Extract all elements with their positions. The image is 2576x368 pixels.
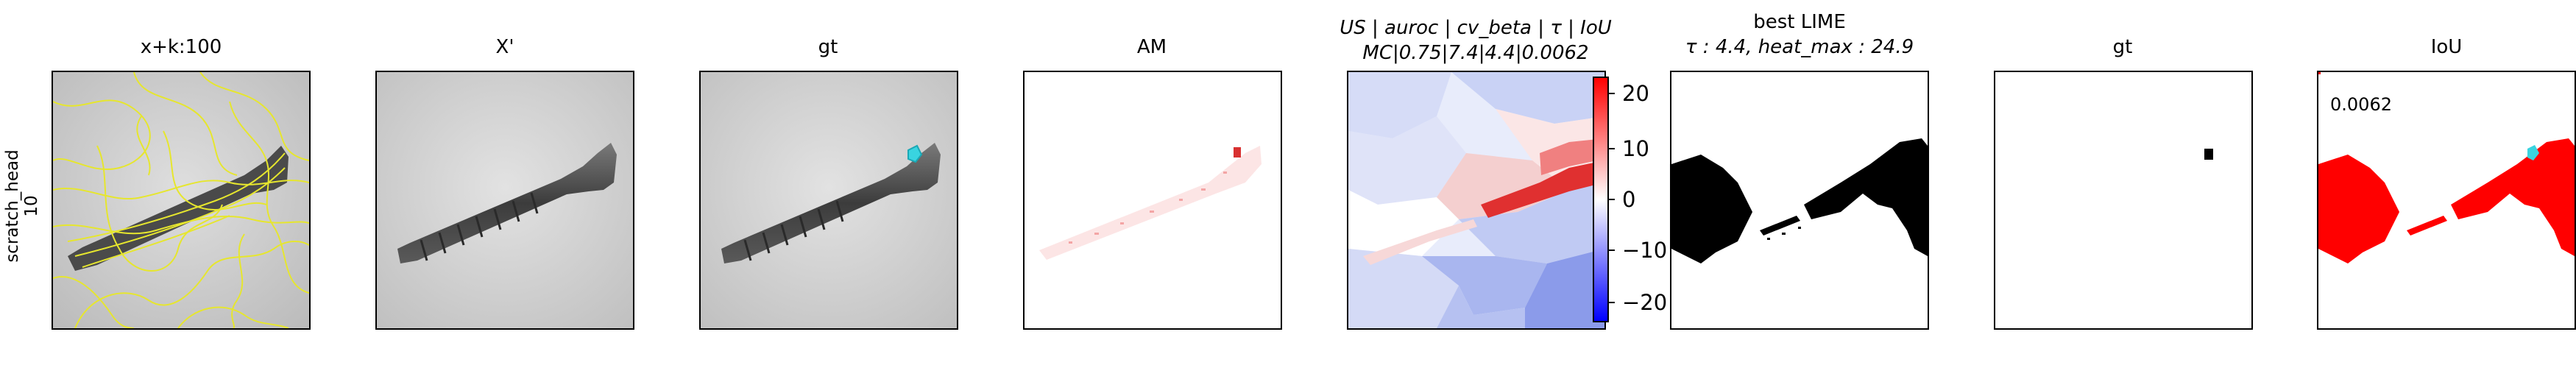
- panel-title-metrics-header: US | auroc | cv_beta | τ | IoU: [1340, 17, 1612, 39]
- image-x-prime: [375, 71, 634, 330]
- screw-threads: [420, 192, 539, 261]
- lime-mask-left: [1671, 155, 1752, 263]
- panel-title-x-prime: X': [495, 36, 514, 58]
- colorbar-tick-0: 0: [1622, 187, 1636, 212]
- colorbar: [1593, 77, 1609, 322]
- gt-mask: [1994, 71, 2253, 330]
- anomaly-map: [1023, 71, 1282, 330]
- lime-heatmap: [1347, 71, 1606, 330]
- gt-mask-region: [2204, 149, 2213, 160]
- iou-gt-marker: [2527, 145, 2539, 160]
- panel-title-metrics-values: MC|0.75|7.4|4.4|0.0062: [1362, 42, 1589, 64]
- row-label: scratch_head 10: [0, 96, 44, 316]
- anomaly-heat-trace: [1039, 146, 1262, 260]
- screw-shape: [397, 143, 617, 263]
- panel-title-x-plus-k: x+k:100: [140, 36, 222, 58]
- panel-title-am: AM: [1136, 36, 1167, 58]
- iou-value: 0.0062: [2330, 94, 2392, 115]
- screw-shape: [721, 143, 941, 263]
- panel-title-gt: gt: [818, 36, 838, 58]
- row-label-index: 10: [22, 195, 41, 217]
- iou-overlay: [2317, 71, 2576, 330]
- gt-region-marker: [907, 144, 923, 163]
- image-gt-overlay: [699, 71, 958, 330]
- superpixel-boundaries: [53, 72, 309, 328]
- colorbar-tick-20: 20: [1622, 81, 1649, 106]
- iou-mask-left: [2318, 155, 2399, 263]
- panel-title-iou: IoU: [2430, 36, 2463, 58]
- row-label-text: scratch_head 10: [3, 149, 41, 262]
- anomaly-hotspot: [1234, 147, 1241, 158]
- lime-mask-right: [1804, 138, 1928, 256]
- colorbar-tick-neg20: −20: [1622, 290, 1668, 315]
- row-label-class: scratch_head: [3, 149, 22, 263]
- colorbar-tick-neg10: −10: [1622, 238, 1668, 263]
- lime-positive-region: [1481, 160, 1604, 218]
- panel-title-lime-params: τ : 4.4, heat_max : 24.9: [1685, 36, 1914, 58]
- image-superpixels: [52, 71, 311, 330]
- panel-title-best-lime: best LIME: [1753, 11, 1846, 33]
- iou-mask-right: [2451, 138, 2575, 256]
- panel-title-gt-2: gt: [2112, 36, 2133, 58]
- colorbar-tick-10: 10: [1622, 136, 1649, 161]
- screw-shape: [68, 146, 289, 271]
- lime-mask: [1670, 71, 1929, 330]
